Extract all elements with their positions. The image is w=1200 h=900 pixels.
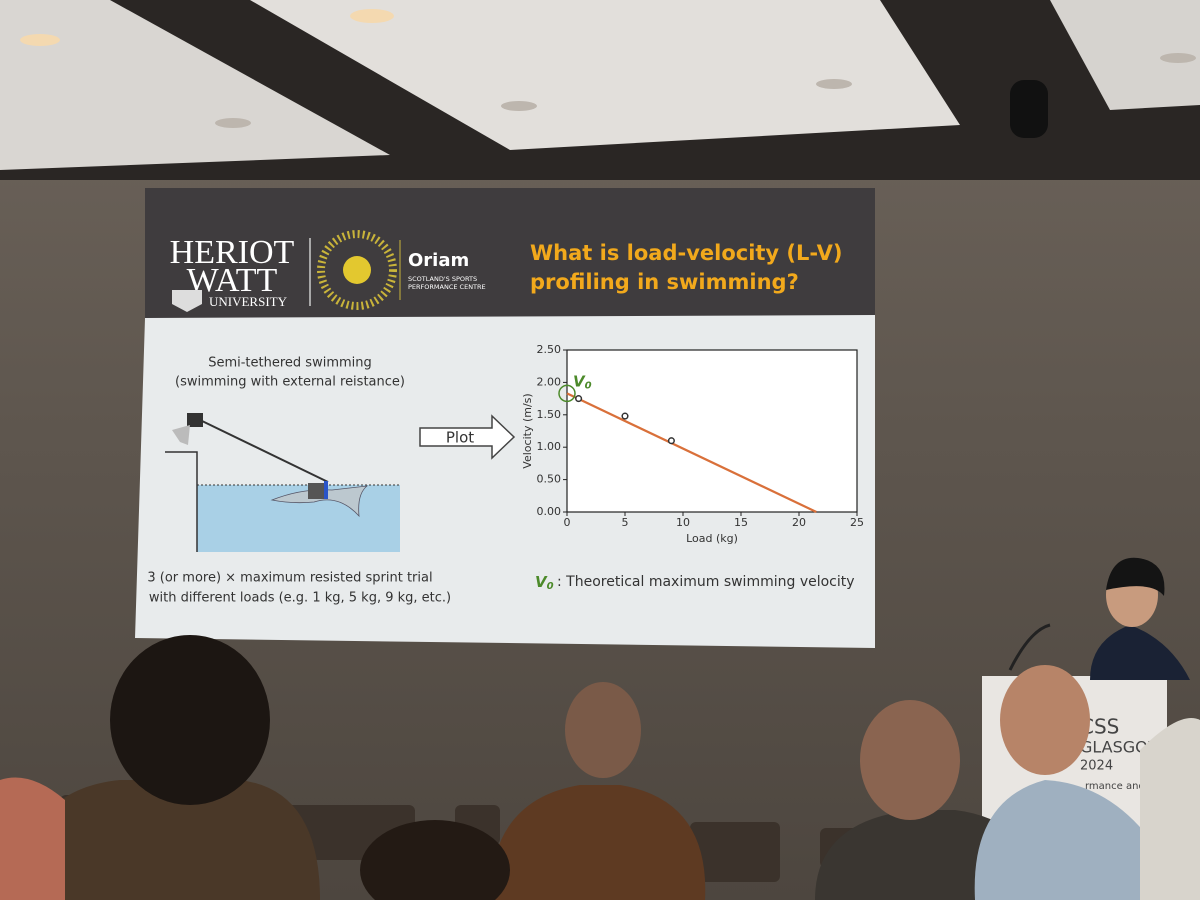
banner-text: rmance and: [1085, 781, 1145, 792]
arrow-label: Plot: [446, 429, 474, 447]
ceiling-panel: [250, 0, 960, 150]
x-tick-label: 15: [734, 516, 748, 529]
ceiling-light: [20, 34, 60, 46]
x-tick-label: 25: [850, 516, 864, 529]
logo-text: PERFORMANCE CENTRE: [408, 283, 486, 291]
v0-annotation-text: V: [573, 372, 586, 390]
device: [187, 413, 203, 427]
audience-head: [360, 820, 510, 900]
y-tick-label: 0.50: [537, 473, 562, 486]
audience-head: [860, 700, 960, 820]
speaker-body: [1090, 625, 1190, 680]
caption: (swimming with external reistance): [175, 375, 405, 390]
banner-text: 2024: [1080, 759, 1113, 774]
sun-logo: [317, 230, 397, 310]
ceiling-light: [816, 79, 852, 89]
speaker-hair: [1106, 557, 1165, 596]
ceiling-light: [350, 9, 394, 23]
note: with different loads (e.g. 1 kg, 5 kg, 9…: [149, 591, 451, 606]
v0-definition: : Theoretical maximum swimming velocity: [557, 574, 855, 590]
slide-title: What is load-velocity (L-V): [530, 241, 842, 265]
x-axis-label: Load (kg): [686, 532, 738, 545]
audience-head: [565, 682, 641, 778]
fit-line: [566, 392, 817, 513]
v0-symbol: V0: [535, 573, 554, 593]
microphone: [1008, 623, 1051, 671]
y-tick-label: 1.00: [537, 440, 562, 453]
chart: 0.00 0.50 1.00 1.50 2.00 2.50 0 5 10 15 20 25 Load (…: [521, 343, 864, 545]
plot-arrow: [419, 414, 516, 460]
y-tick-label: 2.00: [537, 375, 562, 388]
v0-marker: [558, 384, 576, 403]
logo-text: HERIOT: [170, 234, 295, 271]
data-point: [575, 395, 583, 403]
audience-head: [110, 635, 270, 805]
ceiling-light: [1160, 53, 1196, 63]
y-tick-label: 2.50: [537, 343, 562, 356]
y-axis-label: Velocity (m/s): [521, 393, 534, 468]
x-tick-label: 20: [792, 516, 806, 529]
data-point: [667, 437, 675, 445]
crest: [172, 290, 202, 312]
pool-wall: [165, 451, 198, 552]
y-tick-label: 0.00: [537, 505, 562, 518]
projector: [1010, 80, 1048, 138]
slide-header: [145, 188, 875, 318]
audience-member: [0, 777, 65, 900]
y-tick-label: 1.50: [537, 408, 562, 421]
ceiling-light: [215, 118, 251, 128]
caption: Semi-tethered swimming: [208, 356, 372, 371]
ceiling-panel: [0, 0, 390, 170]
x-tick-label: 5: [622, 516, 629, 529]
v0-annotation-sub: 0: [585, 380, 592, 391]
x-tick-label: 0: [564, 516, 571, 529]
slide-title: profiling in swimming?: [530, 270, 799, 294]
weight: [308, 483, 324, 499]
audience-head: [1000, 665, 1090, 775]
logo-text: Oriam: [408, 250, 469, 271]
sun-logo: [343, 256, 371, 284]
x-tick-label: 10: [676, 516, 690, 529]
logo-text: SCOTLAND'S SPORTS: [408, 275, 477, 283]
logo-text: UNIVERSITY: [209, 294, 288, 309]
audience-member: [974, 780, 1185, 900]
audience-member: [490, 785, 706, 900]
data-point: [621, 412, 629, 420]
plot-area: [566, 349, 858, 513]
belt: [324, 481, 328, 499]
ceiling-panel: [1050, 0, 1200, 110]
ceiling-light: [501, 101, 537, 111]
note: 3 (or more) × maximum resisted sprint tr…: [147, 571, 432, 586]
device-stand: [172, 425, 190, 445]
v0-annotation: V0: [573, 372, 592, 392]
audience-member: [20, 780, 320, 900]
tether: [199, 419, 329, 483]
audience-member: [1140, 718, 1200, 900]
